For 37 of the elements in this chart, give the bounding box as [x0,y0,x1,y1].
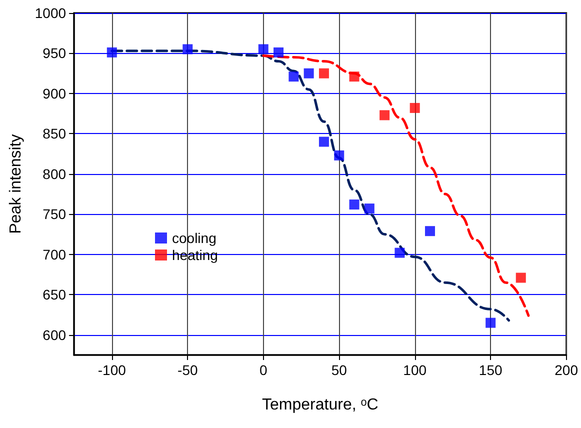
point [258,44,268,54]
point [274,47,284,58]
x-tick-label: 0 [259,362,268,378]
point [425,226,435,236]
point [106,47,117,58]
y-tick-label: 750 [42,206,66,222]
x-tick-label: 100 [403,362,427,378]
y-tick-label: 850 [42,126,66,142]
point [318,68,329,78]
x-tick-label: 200 [554,362,578,378]
y-tick-label: 700 [42,246,66,262]
y-tick-label: 900 [42,85,66,102]
y-tick-label: 1000 [34,5,66,21]
point [304,68,314,78]
point [182,44,193,54]
point [349,200,360,210]
point [364,204,374,214]
line-series [262,54,530,317]
point [410,102,420,113]
y-axis-title: Peak intensity [8,134,24,234]
point [318,136,329,147]
x-axis-title: Temperature, ᵒC [262,396,378,414]
x-tick-label: -50 [178,362,198,378]
x-tick-label: 50 [331,362,348,378]
point [380,110,390,120]
point [486,318,496,328]
x-tick-label: -100 [98,362,126,378]
x-tick-label: 150 [478,362,502,378]
point [334,150,344,160]
point [288,72,299,82]
y-tick-label: 650 [42,286,66,303]
point [516,272,526,283]
point [394,248,405,258]
y-tick-label: 950 [42,45,66,62]
point [349,72,360,82]
y-tick-label: 800 [42,166,66,182]
y-tick-label: 600 [42,326,66,343]
